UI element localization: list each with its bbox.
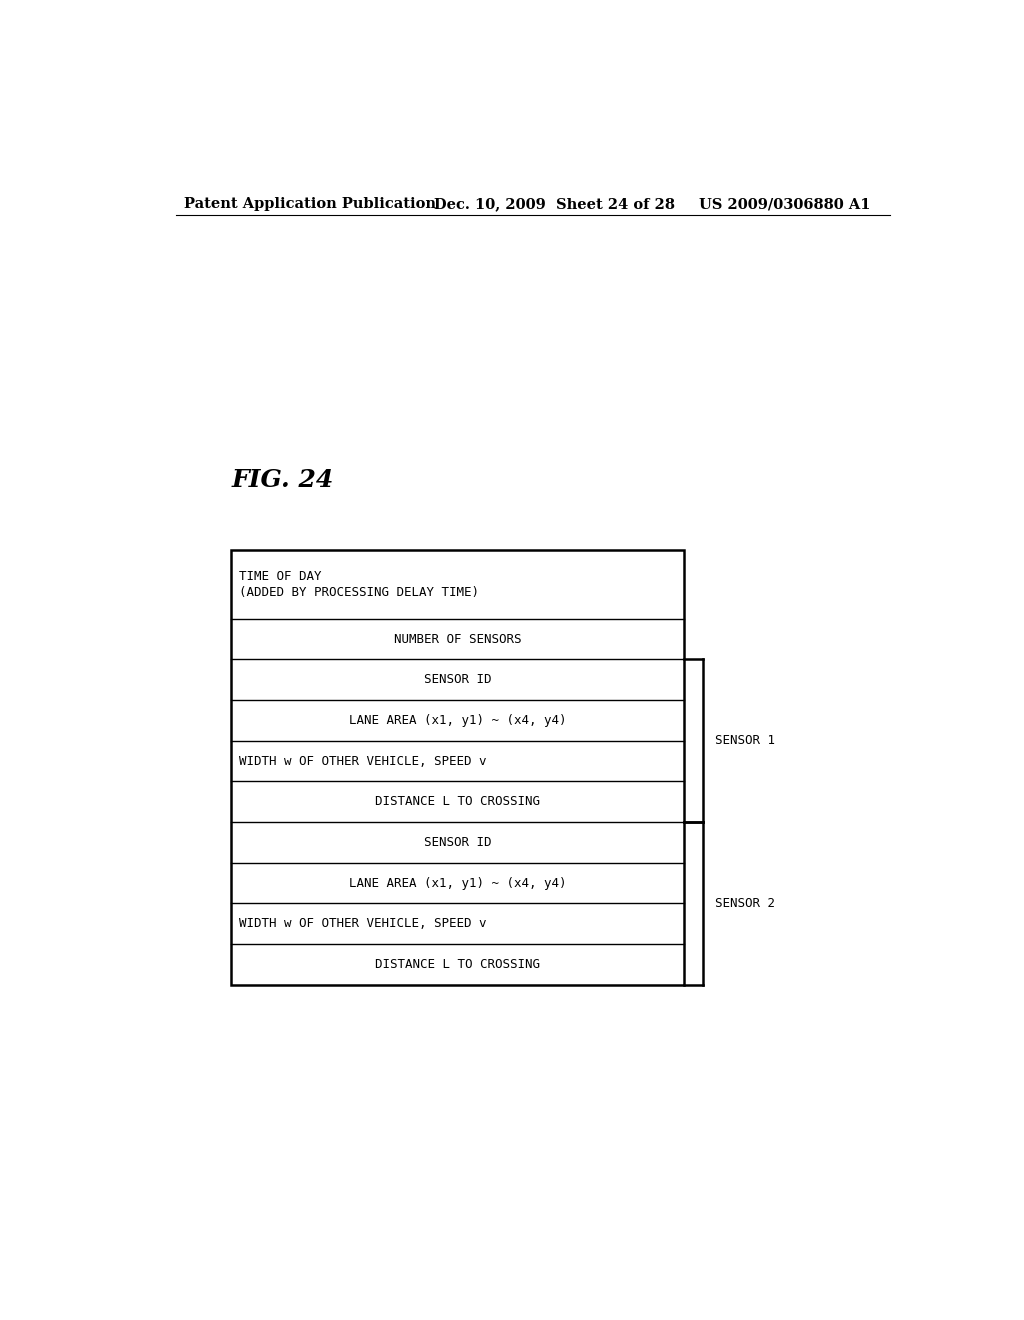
Text: Dec. 10, 2009  Sheet 24 of 28: Dec. 10, 2009 Sheet 24 of 28 <box>433 197 675 211</box>
Text: LANE AREA (x1, y1) ~ (x4, y4): LANE AREA (x1, y1) ~ (x4, y4) <box>348 876 566 890</box>
Text: US 2009/0306880 A1: US 2009/0306880 A1 <box>699 197 870 211</box>
Text: FIG. 24: FIG. 24 <box>231 469 334 492</box>
Text: SENSOR ID: SENSOR ID <box>424 673 492 686</box>
Text: Patent Application Publication: Patent Application Publication <box>183 197 435 211</box>
Text: DISTANCE L TO CROSSING: DISTANCE L TO CROSSING <box>375 958 540 972</box>
Text: SENSOR ID: SENSOR ID <box>424 836 492 849</box>
Bar <box>231 549 684 985</box>
Text: NUMBER OF SENSORS: NUMBER OF SENSORS <box>393 632 521 645</box>
Text: DISTANCE L TO CROSSING: DISTANCE L TO CROSSING <box>375 795 540 808</box>
Text: WIDTH w OF OTHER VEHICLE, SPEED v: WIDTH w OF OTHER VEHICLE, SPEED v <box>240 917 486 931</box>
Text: SENSOR 1: SENSOR 1 <box>715 734 775 747</box>
Text: TIME OF DAY
(ADDED BY PROCESSING DELAY TIME): TIME OF DAY (ADDED BY PROCESSING DELAY T… <box>240 570 479 599</box>
Text: WIDTH w OF OTHER VEHICLE, SPEED v: WIDTH w OF OTHER VEHICLE, SPEED v <box>240 755 486 768</box>
Text: LANE AREA (x1, y1) ~ (x4, y4): LANE AREA (x1, y1) ~ (x4, y4) <box>348 714 566 727</box>
Text: SENSOR 2: SENSOR 2 <box>715 896 775 909</box>
